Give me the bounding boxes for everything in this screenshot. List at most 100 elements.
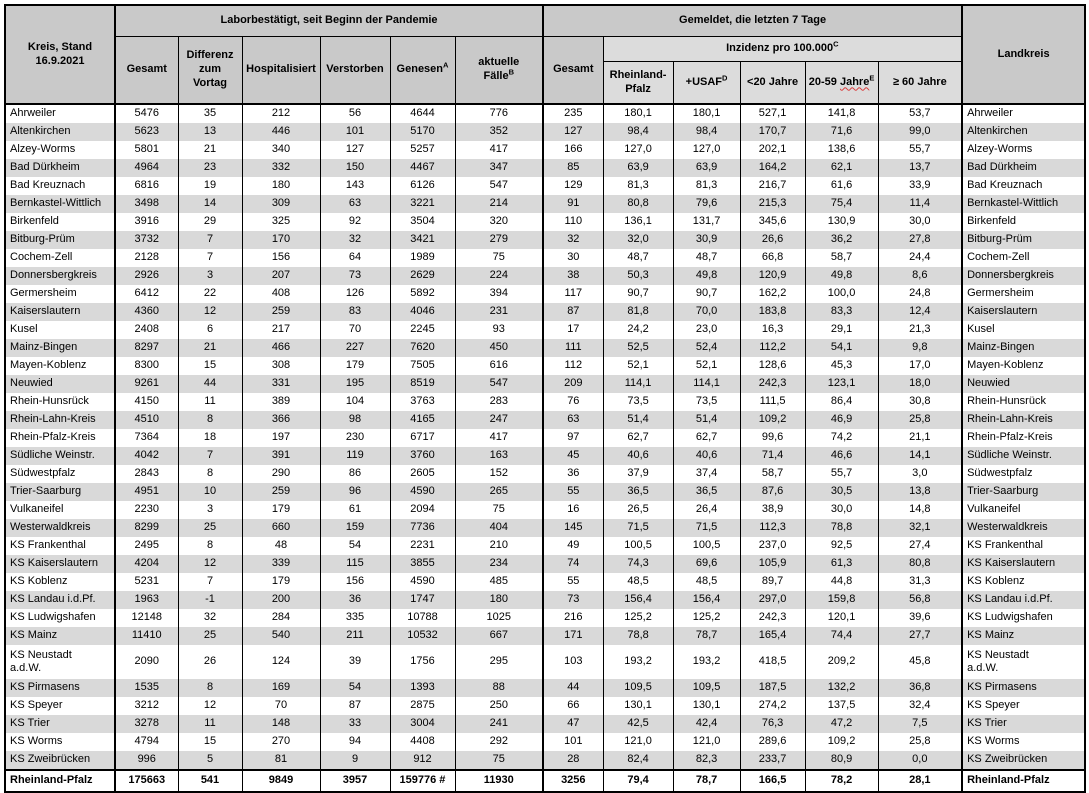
cell-inzidenz-rlp: 50,3	[602, 267, 674, 285]
cell-inzidenz-u20: 66,8	[739, 249, 806, 267]
cell-landkreis-name: Kaiserslautern	[961, 303, 1086, 321]
table-row: Südwestpfalz 2843 8 290 86 2605 152 36 37,9 37,4 5…	[4, 465, 1086, 483]
cell-differenz: 32	[177, 609, 243, 627]
cell-inzidenz-60: 56,8	[877, 591, 963, 609]
covid-statistics-table: Kreis, Stand 16.9.2021 Laborbestätigt, s…	[4, 4, 1087, 793]
cell-aktuelle-faelle: 1025	[454, 609, 544, 627]
cell-inzidenz-60: 9,8	[877, 339, 963, 357]
cell-gesamt-7-tage: 145	[542, 519, 604, 537]
cell-inzidenz-usaf: 79,6	[672, 195, 741, 213]
cell-inzidenz-20-59: 44,8	[804, 573, 879, 591]
cell-inzidenz-rlp: 125,2	[602, 609, 674, 627]
cell-gesamt-7-tage: 66	[542, 697, 604, 715]
cell-gesamt-7-tage: 101	[542, 733, 604, 751]
cell-inzidenz-usaf: 180,1	[672, 104, 741, 123]
table-row: Neuwied 9261 44 331 195 8519 547 209 114,1 114,1 2…	[4, 375, 1086, 393]
cell-gesamt: 2408	[114, 321, 179, 339]
cell-verstorben: 127	[319, 141, 391, 159]
cell-hospitalisiert: 284	[241, 609, 321, 627]
cell-gesamt-7-tage: 36	[542, 465, 604, 483]
cell-inzidenz-rlp: 81,3	[602, 177, 674, 195]
cell-inzidenz-20-59: 45,3	[804, 357, 879, 375]
cell-kreis-name: KS Kaiserslautern	[4, 555, 116, 573]
cell-inzidenz-60: 8,6	[877, 267, 963, 285]
cell-inzidenz-rlp: 127,0	[602, 141, 674, 159]
cell-inzidenz-usaf: 156,4	[672, 591, 741, 609]
cell-kreis-name: KS Worms	[4, 733, 116, 751]
cell-inzidenz-20-59: 58,7	[804, 249, 879, 267]
cell-landkreis-name: KS Ludwigshafen	[961, 609, 1086, 627]
cell-inzidenz-usaf: 37,4	[672, 465, 741, 483]
cell-hospitalisiert: 259	[241, 303, 321, 321]
cell-inzidenz-rlp: 90,7	[602, 285, 674, 303]
table-row: Westerwaldkreis 8299 25 660 159 7736 404 145 71,…	[4, 519, 1086, 537]
cell-kreis-name: Neuwied	[4, 375, 116, 393]
cell-verstorben: 96	[319, 483, 391, 501]
cell-inzidenz-rlp: 136,1	[602, 213, 674, 231]
cell-kreis-name: KS Pirmasens	[4, 679, 116, 697]
cell-inzidenz-usaf: 73,5	[672, 393, 741, 411]
table-row: Birkenfeld 3916 29 325 92 3504 320 110 136,1 131,…	[4, 213, 1086, 231]
cell-kreis-name: KS Ludwigshafen	[4, 609, 116, 627]
cell-inzidenz-rlp: 114,1	[602, 375, 674, 393]
cell-genesen: 3421	[389, 231, 456, 249]
cell-genesen: 10532	[389, 627, 456, 645]
table-row: Bad Dürkheim 4964 23 332 150 4467 347 85 63,9 63,…	[4, 159, 1086, 177]
cell-verstorben: 83	[319, 303, 391, 321]
cell-gesamt-7-tage: 127	[542, 123, 604, 141]
cell-landkreis-name: Südwestpfalz	[961, 465, 1086, 483]
total-inzidenz-usaf: 78,7	[672, 769, 741, 792]
cell-differenz: 26	[177, 645, 243, 679]
cell-hospitalisiert: 540	[241, 627, 321, 645]
cell-inzidenz-60: 27,4	[877, 537, 963, 555]
cell-hospitalisiert: 466	[241, 339, 321, 357]
cell-genesen: 7736	[389, 519, 456, 537]
cell-inzidenz-60: 27,7	[877, 627, 963, 645]
cell-gesamt-7-tage: 55	[542, 573, 604, 591]
cell-inzidenz-u20: 38,9	[739, 501, 806, 519]
cell-inzidenz-usaf: 121,0	[672, 733, 741, 751]
cell-genesen: 7620	[389, 339, 456, 357]
cell-kreis-name: Bad Dürkheim	[4, 159, 116, 177]
cell-inzidenz-20-59: 71,6	[804, 123, 879, 141]
cell-inzidenz-60: 7,5	[877, 715, 963, 733]
cell-differenz: 5	[177, 751, 243, 770]
total-inzidenz-60: 28,1	[877, 769, 963, 792]
table-row: KS Worms 4794 15 270 94 4408 292 101 121,0 121,0 2…	[4, 733, 1086, 751]
cell-inzidenz-rlp: 48,5	[602, 573, 674, 591]
cell-inzidenz-usaf: 193,2	[672, 645, 741, 679]
cell-verstorben: 36	[319, 591, 391, 609]
cell-gesamt: 8299	[114, 519, 179, 537]
table-row: KS Speyer 3212 12 70 87 2875 250 66 130,1 130,1 27…	[4, 697, 1086, 715]
cell-inzidenz-rlp: 40,6	[602, 447, 674, 465]
table-row: Rhein-Lahn-Kreis 4510 8 366 98 4165 247 63 51,4 5…	[4, 411, 1086, 429]
table-header: Kreis, Stand 16.9.2021 Laborbestätigt, s…	[4, 4, 1086, 105]
cell-inzidenz-60: 30,8	[877, 393, 963, 411]
cell-kreis-name: Donnersbergkreis	[4, 267, 116, 285]
cell-inzidenz-60: 33,9	[877, 177, 963, 195]
cell-genesen: 2094	[389, 501, 456, 519]
cell-kreis-name: KS Koblenz	[4, 573, 116, 591]
cell-inzidenz-u20: 89,7	[739, 573, 806, 591]
cell-gesamt: 3498	[114, 195, 179, 213]
cell-differenz: 44	[177, 375, 243, 393]
cell-inzidenz-usaf: 109,5	[672, 679, 741, 697]
cell-inzidenz-usaf: 130,1	[672, 697, 741, 715]
cell-landkreis-name: Vulkaneifel	[961, 501, 1086, 519]
cell-gesamt: 4794	[114, 733, 179, 751]
cell-landkreis-name: Rhein-Pfalz-Kreis	[961, 429, 1086, 447]
cell-kreis-name: KS Trier	[4, 715, 116, 733]
cell-aktuelle-faelle: 485	[454, 573, 544, 591]
cell-gesamt: 996	[114, 751, 179, 770]
cell-inzidenz-20-59: 47,2	[804, 715, 879, 733]
table-row: KS Pirmasens 1535 8 169 54 1393 88 44 109,5 109,5…	[4, 679, 1086, 697]
cell-differenz: 7	[177, 573, 243, 591]
cell-inzidenz-u20: 111,5	[739, 393, 806, 411]
cell-aktuelle-faelle: 241	[454, 715, 544, 733]
cell-aktuelle-faelle: 417	[454, 429, 544, 447]
cell-genesen: 5170	[389, 123, 456, 141]
cell-inzidenz-20-59: 30,0	[804, 501, 879, 519]
cell-inzidenz-u20: 216,7	[739, 177, 806, 195]
cell-kreis-name: Rhein-Hunsrück	[4, 393, 116, 411]
